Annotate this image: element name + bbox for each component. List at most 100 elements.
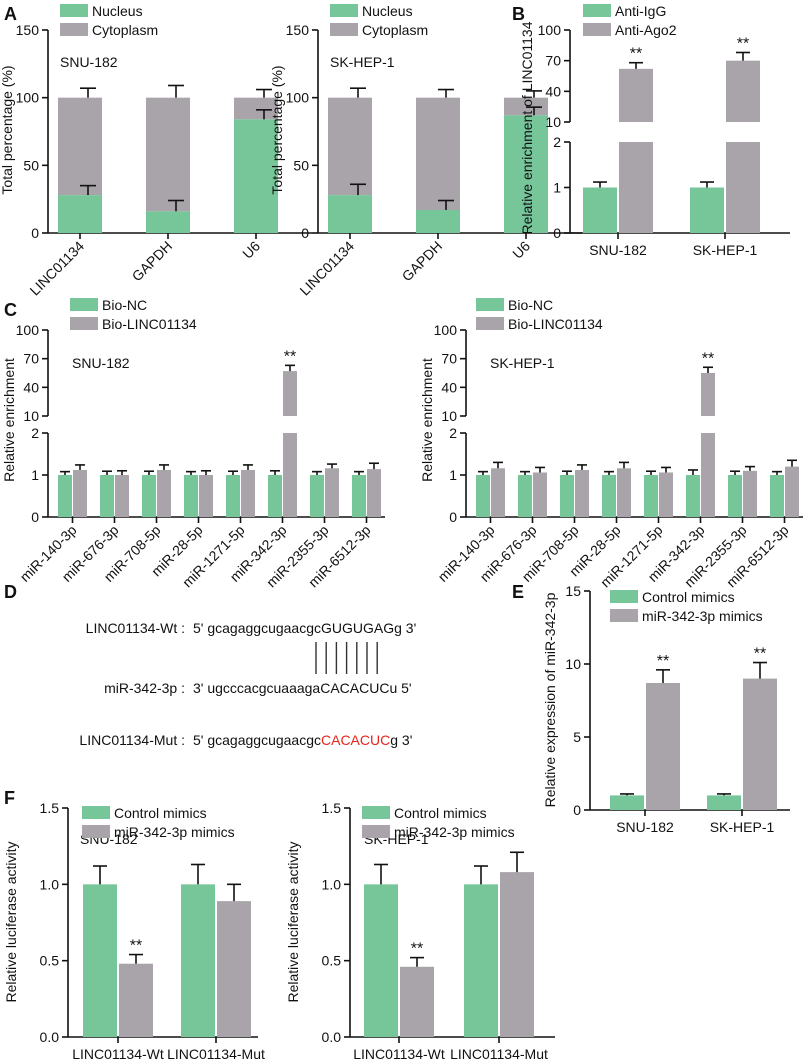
legend-label: Bio-NC — [508, 297, 553, 313]
chart-f1: 0.0 0.5 1.0 1.5 Relative luciferase activity… — [3, 800, 265, 1060]
y-tick-label: 10 — [23, 408, 39, 424]
x-tick-label: SK-HEP-1 — [710, 819, 775, 835]
bar-cytoplasm-u6 — [234, 97, 278, 120]
y-tick-label: 100 — [16, 322, 40, 338]
chart-e: 0 5 10 15 Relative expression of miR-342-3p C… — [542, 583, 790, 835]
bar-bio-linc01134-mir-342-3p-lower — [701, 433, 715, 517]
x-tick-label: U6 — [239, 238, 263, 262]
legend-label: Nucleus — [362, 3, 413, 19]
bar-bio-nc-mir-676-3p — [100, 475, 114, 517]
wt-seq-3prime: g 3' — [394, 620, 417, 636]
y-axis-label: Relative enrichment of LINC01134 — [519, 21, 535, 234]
legend-label: miR-342-3p mimics — [394, 824, 515, 840]
legend-swatch — [330, 23, 358, 36]
bar-bio-nc-mir-140-3p — [476, 475, 490, 517]
mir-seq-seed: CACACUC — [320, 680, 390, 696]
legend-label: Anti-IgG — [615, 3, 666, 19]
legend-swatch — [362, 825, 390, 838]
bar-bio-linc01134-mir-28-5p — [617, 468, 631, 517]
y-tick-label: 0.5 — [322, 953, 342, 969]
y-tick-label: 100 — [538, 22, 562, 38]
y-tick-label: 70 — [545, 53, 561, 69]
bar-bio-nc-mir-2355-3p — [310, 475, 324, 517]
bar-bio-nc-mir-1271-5p — [644, 475, 658, 517]
x-tick-label: U6 — [509, 238, 533, 262]
panel-letter-d: D — [4, 582, 17, 602]
chart-f2: 0.0 0.5 1.0 1.5 Relative luciferase activity… — [285, 800, 555, 1060]
bar-nucleus-linc01134 — [328, 195, 372, 233]
bar-mir-342-3p-mimics-sk-hep-1 — [743, 678, 777, 810]
legend-label: Bio-LINC01134 — [508, 316, 603, 332]
bar-nucleus-u6 — [234, 119, 278, 233]
y-axis-label: Relative expression of miR-342-3p — [542, 592, 558, 807]
bar-control-mimics-linc01134-wt — [83, 884, 117, 1037]
bar-bio-nc-mir-2355-3p — [728, 475, 742, 517]
legend-swatch — [70, 298, 98, 311]
wt-seq-5prime: 5' gcagaggcugaacgc — [193, 620, 321, 636]
legend-label: Control mimics — [642, 589, 735, 605]
y-tick-label: 100 — [434, 322, 458, 338]
cell-line-annotation: SNU-182 — [60, 54, 118, 70]
y-tick-label: 40 — [545, 83, 561, 99]
y-tick-label: 2 — [553, 134, 561, 150]
bar-bio-nc-mir-6512-3p — [770, 475, 784, 517]
mut-label: LINC01134-Mut : — [79, 732, 185, 748]
y-tick-label: 1 — [553, 180, 561, 196]
chart-a1: 0 50 100 150 Total percentage (%) SNU-182 Nucl… — [0, 3, 312, 298]
panel-letter-c: C — [4, 300, 17, 320]
bar-bio-nc-mir-708-5p — [142, 475, 156, 517]
y-tick-label: 2 — [449, 425, 457, 441]
bar-control-mimics-snu-182 — [610, 795, 644, 810]
legend-swatch — [330, 4, 358, 17]
bar-cytoplasm-linc01134 — [328, 97, 372, 196]
y-tick-label: 150 — [286, 22, 310, 38]
bar-bio-linc01134-mir-708-5p — [575, 469, 589, 517]
bar-bio-nc-mir-1271-5p — [226, 475, 240, 517]
legend-label: Nucleus — [92, 3, 143, 19]
mut-seq-5prime: 5' gcagaggcugaacgc — [193, 732, 321, 748]
legend-swatch — [476, 317, 504, 330]
y-tick-label: 0 — [31, 509, 39, 525]
y-tick-label: 0.0 — [40, 1029, 60, 1045]
bar-anti-ago2-snu-182-lower — [619, 142, 653, 233]
bar-nucleus-u6 — [504, 115, 548, 233]
bar-bio-linc01134-mir-676-3p — [533, 472, 547, 517]
y-tick-label: 0.0 — [322, 1029, 342, 1045]
bar-anti-igg-sk-hep-1 — [690, 187, 724, 233]
bar-mir-342-3p-mimics-linc01134-wt — [400, 966, 434, 1037]
x-tick-label: LINC01134-Mut — [450, 1046, 548, 1060]
y-tick-label: 40 — [441, 379, 457, 395]
bar-bio-nc-mir-28-5p — [184, 475, 198, 517]
bar-bio-linc01134-mir-140-3p — [491, 468, 505, 517]
bar-bio-linc01134-mir-342-3p — [283, 371, 297, 416]
y-tick-label: 0.5 — [40, 953, 60, 969]
cell-line-annotation: SK-HEP-1 — [490, 355, 555, 371]
mut-seq-mutated: CACACUC — [321, 732, 391, 748]
cell-line-annotation: SNU-182 — [72, 355, 130, 371]
bar-mir-342-3p-mimics-linc01134-mut — [500, 872, 534, 1037]
y-tick-label: 10 — [545, 114, 561, 130]
legend-swatch — [82, 806, 110, 819]
bar-bio-linc01134-mir-28-5p — [199, 475, 213, 517]
bar-bio-nc-mir-342-3p — [686, 475, 700, 517]
legend-swatch — [583, 4, 611, 17]
y-tick-label: 1 — [31, 467, 39, 483]
significance-marker: ** — [284, 348, 296, 365]
legend-swatch — [476, 298, 504, 311]
mir-seq-3prime: 3' ugcccacgcuaaaga — [193, 680, 321, 696]
x-tick-label: LINC01134-Mut — [167, 1046, 265, 1060]
legend-swatch — [362, 806, 390, 819]
bar-anti-ago2-sk-hep-1 — [726, 60, 760, 122]
y-tick-label: 1.5 — [322, 800, 342, 816]
bar-bio-linc01134-mir-342-3p-lower — [283, 433, 297, 517]
panel-letter-a: A — [4, 4, 17, 24]
bar-bio-nc-mir-140-3p — [58, 475, 72, 517]
bar-bio-nc-mir-342-3p — [268, 475, 282, 517]
x-tick-label: LINC01134 — [26, 238, 87, 299]
mir-seq-5prime: u 5' — [389, 680, 412, 696]
wt-sequence: 5' gcagaggcugaacgcGUGUGAGg 3' — [193, 620, 416, 636]
wt-label: LINC01134-Wt : — [85, 620, 185, 636]
mir-sequence: 3' ugcccacgcuaaagaCACACUCu 5' — [193, 680, 412, 696]
